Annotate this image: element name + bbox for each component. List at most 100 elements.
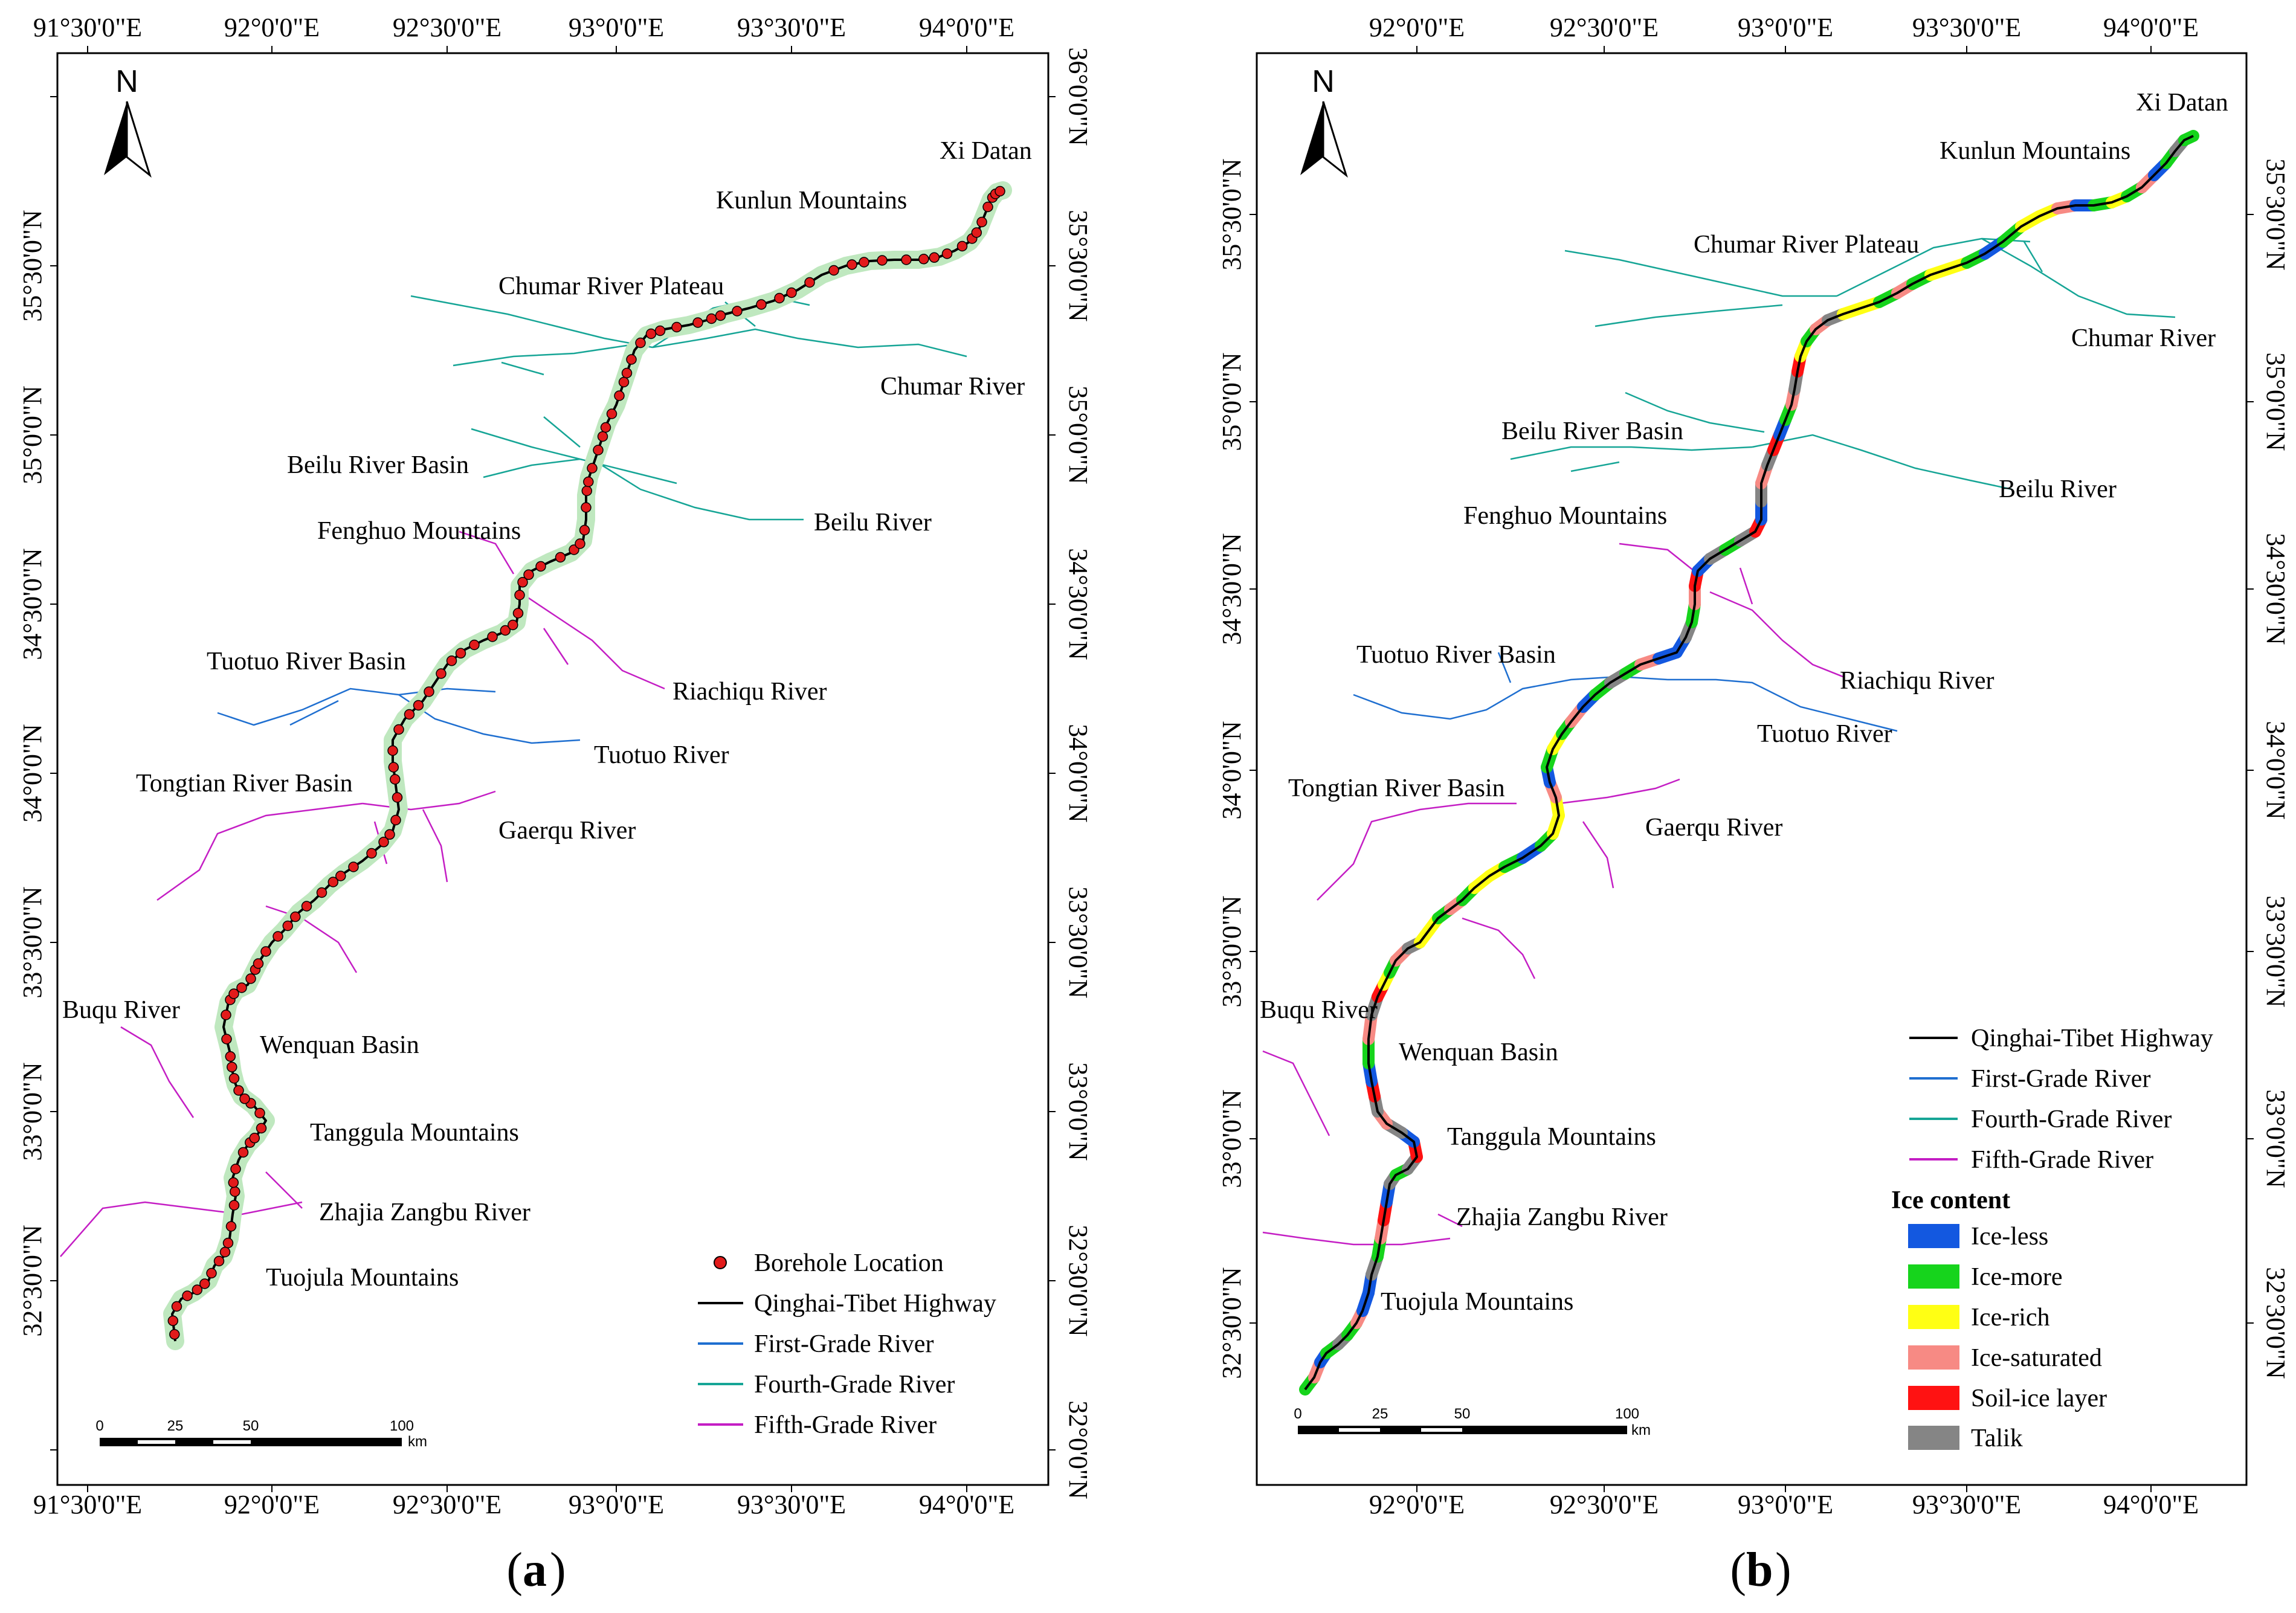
a-legend-borehole-swatch — [714, 1256, 727, 1269]
a-scale-white-1 — [138, 1440, 175, 1444]
borehole-marker — [859, 257, 869, 268]
b-river-tuotuo-trib — [1497, 652, 1512, 683]
borehole-marker — [976, 216, 987, 228]
borehole-marker — [523, 569, 534, 581]
a-river-fenghuo — [459, 530, 515, 575]
borehole-marker — [956, 240, 968, 252]
borehole-marker — [436, 668, 447, 679]
a-lon-top-2: 92°0'0"E — [224, 13, 320, 42]
a-lon-top-4: 93°0'0"E — [569, 13, 664, 42]
a-river-riachiqu — [519, 591, 665, 690]
a-label-close: ) — [550, 1544, 566, 1597]
b-river-chumar-east — [1981, 237, 2176, 318]
borehole-marker — [535, 561, 546, 572]
a-place-tuotuo-basin: Tuotuo River Basin — [207, 648, 406, 675]
a-river-chumar-trib-2 — [501, 361, 544, 376]
b-place-gaerqu: Gaerqu River — [1645, 814, 1782, 842]
a-place-chumar-river: Chumar River — [880, 373, 1025, 401]
b-river-riachiqu-trib — [1739, 567, 1753, 605]
a-place-riachiqu: Riachiqu River — [672, 678, 827, 706]
a-legend-first: First-Grade River — [754, 1330, 934, 1358]
b-legend-ice-less-swatch — [1908, 1224, 1959, 1248]
borehole-marker — [575, 538, 585, 549]
borehole-marker — [236, 982, 247, 993]
b-label-close: ) — [1775, 1544, 1791, 1597]
b-lon-bottom-2: 92°30'0"E — [1550, 1490, 1659, 1519]
b-legend: Qinghai-Tibet Highway First-Grade River … — [1891, 1025, 2213, 1452]
a-lon-bottom-2: 92°0'0"E — [224, 1490, 320, 1519]
a-lon-bottom-3: 92°30'0"E — [393, 1490, 501, 1519]
a-river-buqu — [120, 1026, 195, 1118]
b-river-riachiqu — [1709, 591, 1843, 678]
b-lon-top-4: 93°30'0"E — [1912, 13, 2021, 42]
a-north-arrow: N — [104, 64, 152, 178]
borehole-marker — [230, 1186, 240, 1197]
borehole-marker — [228, 988, 239, 999]
borehole-marker — [206, 1267, 217, 1279]
borehole-marker — [645, 328, 657, 340]
borehole-marker — [254, 1107, 265, 1119]
borehole-marker — [222, 1237, 234, 1249]
borehole-marker — [626, 354, 637, 365]
b-lat-right-3: 34°30'0"N — [2261, 533, 2291, 645]
b-legend-highway: Qinghai-Tibet Highway — [1971, 1025, 2213, 1052]
borehole-marker — [715, 310, 726, 321]
borehole-marker — [846, 259, 857, 270]
borehole-marker — [995, 185, 1005, 197]
b-river-tongtian — [1317, 802, 1517, 901]
b-legend-ice-saturated-swatch — [1908, 1345, 1959, 1370]
borehole-marker — [219, 1246, 231, 1258]
a-scale-unit: km — [408, 1434, 427, 1450]
b-scale-25: 25 — [1372, 1406, 1388, 1422]
b-scale-0: 0 — [1294, 1406, 1301, 1422]
a-lon-bottom-4: 93°0'0"E — [569, 1490, 664, 1519]
borehole-marker — [918, 254, 929, 265]
a-river-tuotuo-trib — [289, 700, 339, 726]
a-lat-right-2: 35°0'0"N — [1063, 385, 1093, 484]
a-river-tongtian — [156, 802, 363, 901]
b-lat-right-1: 35°30'0"N — [2261, 158, 2291, 270]
a-legend-highway: Qinghai-Tibet Highway — [754, 1290, 996, 1318]
borehole-marker — [732, 306, 743, 317]
a-river-beilu-trib-2 — [543, 416, 581, 448]
b-river-zhajia — [1262, 1231, 1451, 1246]
a-lat-left-6: 33°0'0"N — [18, 1062, 47, 1161]
borehole-marker — [335, 871, 346, 881]
panel-a: 91°30'0"E 92°0'0"E 92°30'0"E 93°0'0"E 93… — [18, 13, 1093, 1597]
a-place-tanggula: Tanggula Mountains — [310, 1119, 519, 1147]
b-river-tuotuo-east — [1668, 678, 1898, 732]
b-river-chumar-trib-2 — [2023, 241, 2043, 272]
borehole-marker — [786, 287, 797, 298]
b-lat-left-1: 35°30'0"N — [1217, 158, 1246, 270]
a-lat-right-5: 33°30'0"N — [1063, 886, 1093, 998]
a-lat-right-3: 34°30'0"N — [1063, 548, 1093, 660]
a-north-arrow-right — [126, 101, 152, 178]
borehole-marker — [706, 313, 717, 324]
b-place-tongtian: Tongtian River Basin — [1288, 774, 1505, 802]
a-lat-left-7: 32°30'0"N — [18, 1225, 47, 1336]
a-river-riachiqu-trib — [543, 628, 569, 665]
borehole-marker — [941, 248, 953, 259]
a-scale-white-2 — [213, 1440, 251, 1444]
a-legend-fourth: Fourth-Grade River — [754, 1371, 955, 1399]
b-highway — [1304, 135, 2194, 1391]
b-legend-fifth: Fifth-Grade River — [1971, 1146, 2153, 1174]
borehole-marker — [388, 762, 399, 773]
borehole-marker — [182, 1290, 193, 1301]
a-lon-top-1: 91°30'0"E — [33, 13, 142, 42]
borehole-marker — [390, 774, 401, 785]
borehole-marker — [583, 476, 594, 488]
borehole-marker — [227, 1061, 237, 1073]
borehole-marker — [237, 1147, 249, 1158]
a-place-tuotuo-river: Tuotuo River — [594, 741, 729, 769]
panel-b-frame — [1256, 52, 2248, 1486]
a-lat-right-6: 33°0'0"N — [1063, 1062, 1093, 1161]
borehole-marker — [606, 408, 618, 419]
b-place-tuojula: Tuojula Mountains — [1381, 1288, 1573, 1316]
b-river-beilu-main — [1510, 446, 1753, 460]
a-place-kunlun: Kunlun Mountains — [716, 187, 907, 214]
borehole-marker — [378, 837, 389, 848]
b-legend-ice-more-swatch — [1908, 1264, 1959, 1289]
a-river-beilu-east — [592, 458, 804, 521]
a-lon-bottom-5: 93°30'0"E — [737, 1490, 846, 1519]
